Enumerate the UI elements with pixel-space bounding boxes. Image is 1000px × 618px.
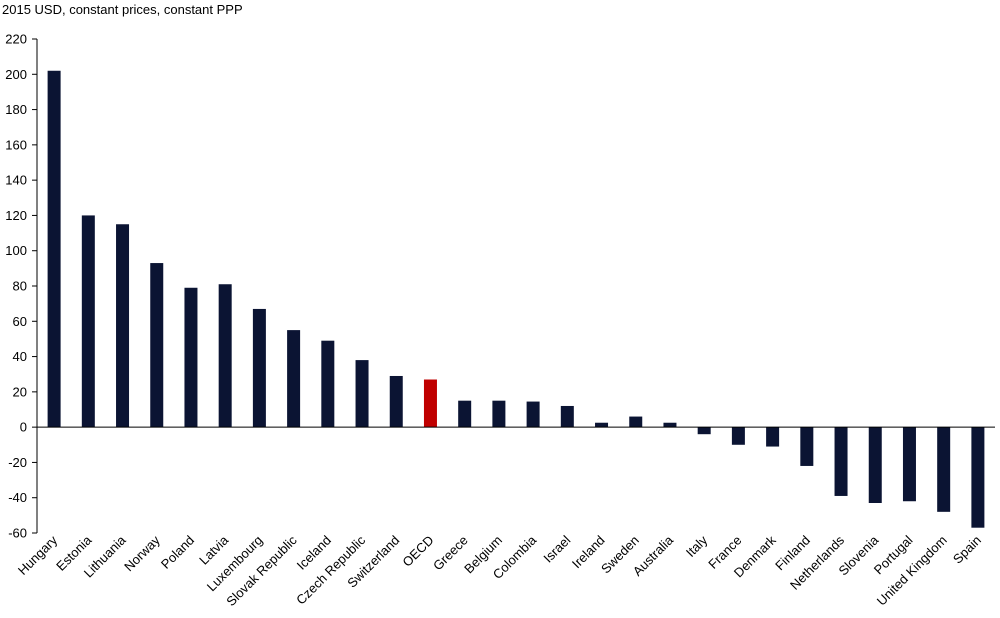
y-tick-label: 60 [13,314,27,329]
bar-spain [971,427,985,528]
bar-slovenia [868,427,882,503]
bar-united-kingdom [937,427,951,512]
y-tick-label: 160 [5,137,27,152]
bar-switzerland [389,375,403,428]
bar-ireland [595,422,609,428]
bar-greece [458,400,472,428]
bar-estonia [81,215,95,428]
bar-finland [800,427,814,466]
bar-hungary [47,70,61,428]
y-tick-label: -60 [8,526,27,541]
bar-luxembourg [252,308,266,428]
y-tick-label: 40 [13,349,27,364]
bar-denmark [766,427,780,447]
x-tick-label: Norway [121,532,163,574]
bar-oecd [423,379,437,428]
bar-norway [150,263,164,428]
bar-poland [184,287,198,428]
y-tick-label: 20 [13,384,27,399]
y-tick-label: 120 [5,208,27,223]
y-tick-label: 220 [5,32,27,47]
bar-italy [697,427,711,435]
x-tick-label: Italy [683,532,711,560]
x-tick-label: Poland [158,533,197,572]
bar-israel [560,405,574,428]
x-tick-label: Spain [950,533,984,567]
bar-colombia [526,401,540,428]
bar-australia [663,422,677,428]
y-tick-label: 200 [5,67,27,82]
bar-belgium [492,400,506,428]
y-tick-label: -20 [8,455,27,470]
bar-slovak-republic [287,330,301,428]
bar-portugal [902,427,916,502]
bar-czech-republic [355,360,369,428]
bars-group [47,70,985,528]
y-tick-label: 80 [13,279,27,294]
y-tick-label: 100 [5,243,27,258]
bar-netherlands [834,427,848,496]
y-axis-unit-label: 2015 USD, constant prices, constant PPP [2,2,243,17]
bar-sweden [629,416,643,428]
bar-iceland [321,340,335,428]
bar-lithuania [116,224,130,428]
y-tick-label: 0 [20,420,27,435]
y-tick-label: 140 [5,173,27,188]
bar-france [731,427,745,445]
y-tick-label: -40 [8,490,27,505]
y-tick-label: 180 [5,102,27,117]
bar-latvia [218,284,232,428]
